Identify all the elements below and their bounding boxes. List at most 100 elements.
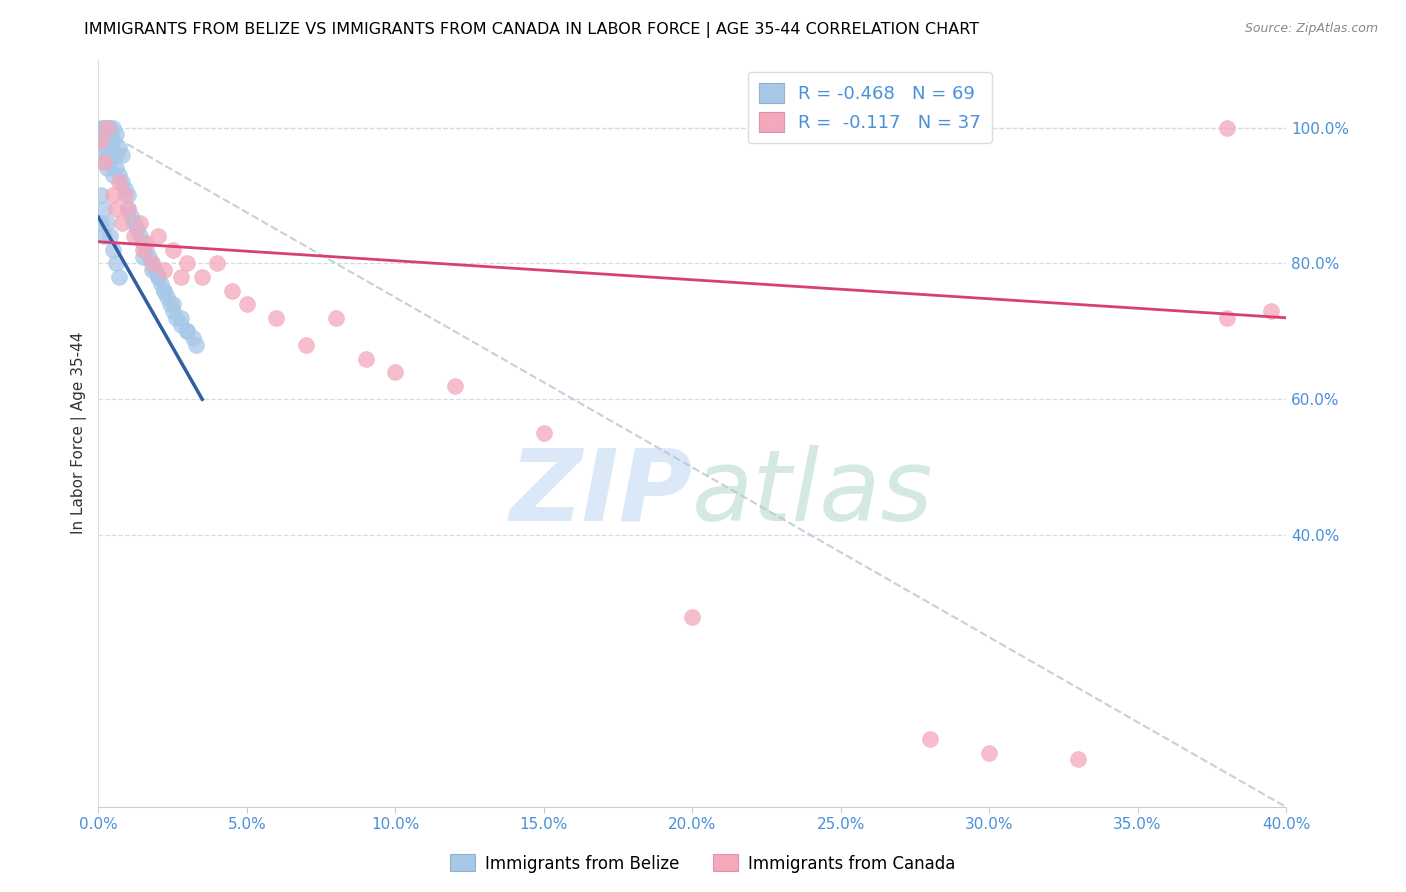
Point [117,188,139,202]
Point [103,120,125,135]
Point [354,351,377,366]
Point [122,229,145,244]
Point [111,216,134,230]
Point [152,263,174,277]
Point [141,263,163,277]
Point [96,134,118,148]
Point [152,284,174,298]
Point [98,147,121,161]
Point [443,378,465,392]
Point [122,216,145,230]
Point [266,310,288,325]
Point [105,202,128,216]
Point [170,270,193,285]
Point [149,277,172,291]
Point [977,746,1000,760]
Point [114,188,136,202]
Point [103,168,125,182]
Point [108,141,131,155]
Point [105,161,128,176]
Point [1067,752,1090,766]
Point [138,250,160,264]
Point [96,141,118,155]
Point [236,297,259,311]
Point [176,324,198,338]
Point [1215,310,1237,325]
Point [146,229,169,244]
Point [132,235,155,250]
Point [162,297,184,311]
Point [90,134,112,148]
Point [681,609,703,624]
Point [176,256,198,270]
Point [90,120,112,135]
Point [132,243,155,257]
Point [165,310,187,325]
Point [141,256,163,270]
Point [143,263,166,277]
Point [105,147,128,161]
Point [117,202,139,216]
Point [1215,120,1237,135]
Text: ZIP: ZIP [509,444,692,541]
Point [98,128,121,142]
Point [96,120,118,135]
Point [156,290,179,304]
Point [96,120,118,135]
Point [103,134,125,148]
Point [105,128,128,142]
Point [141,256,163,270]
Point [1260,304,1282,318]
Point [183,331,205,345]
Point [120,209,142,223]
Point [105,256,128,270]
Point [103,188,125,202]
Legend: R = -0.468   N = 69, R =  -0.117   N = 37: R = -0.468 N = 69, R = -0.117 N = 37 [748,72,991,143]
Point [162,304,184,318]
Point [918,732,941,747]
Point [96,161,118,176]
Point [186,338,208,352]
Point [108,270,131,285]
Point [96,128,118,142]
Point [295,338,318,352]
Point [96,147,118,161]
Point [132,250,155,264]
Point [117,202,139,216]
Point [205,256,228,270]
Point [93,154,115,169]
Point [93,128,115,142]
Point [103,147,125,161]
Point [103,243,125,257]
Point [159,297,181,311]
Point [146,270,169,285]
Point [114,182,136,196]
Point [90,216,112,230]
Point [93,141,115,155]
Point [111,175,134,189]
Point [98,120,121,135]
Point [98,154,121,169]
Point [135,235,157,250]
Point [125,222,148,236]
Point [191,270,214,285]
Point [135,243,157,257]
Point [93,229,115,244]
Point [170,310,193,325]
Point [96,216,118,230]
Text: IMMIGRANTS FROM BELIZE VS IMMIGRANTS FROM CANADA IN LABOR FORCE | AGE 35-44 CORR: IMMIGRANTS FROM BELIZE VS IMMIGRANTS FRO… [84,22,980,38]
Point [93,202,115,216]
Point [221,284,243,298]
Text: Source: ZipAtlas.com: Source: ZipAtlas.com [1244,22,1378,36]
Point [93,154,115,169]
Legend: Immigrants from Belize, Immigrants from Canada: Immigrants from Belize, Immigrants from … [444,847,962,880]
Point [129,216,152,230]
Point [176,324,198,338]
Point [152,284,174,298]
Point [96,120,118,135]
Point [90,134,112,148]
Point [146,270,169,285]
Point [170,318,193,332]
Point [384,365,406,379]
Point [325,310,347,325]
